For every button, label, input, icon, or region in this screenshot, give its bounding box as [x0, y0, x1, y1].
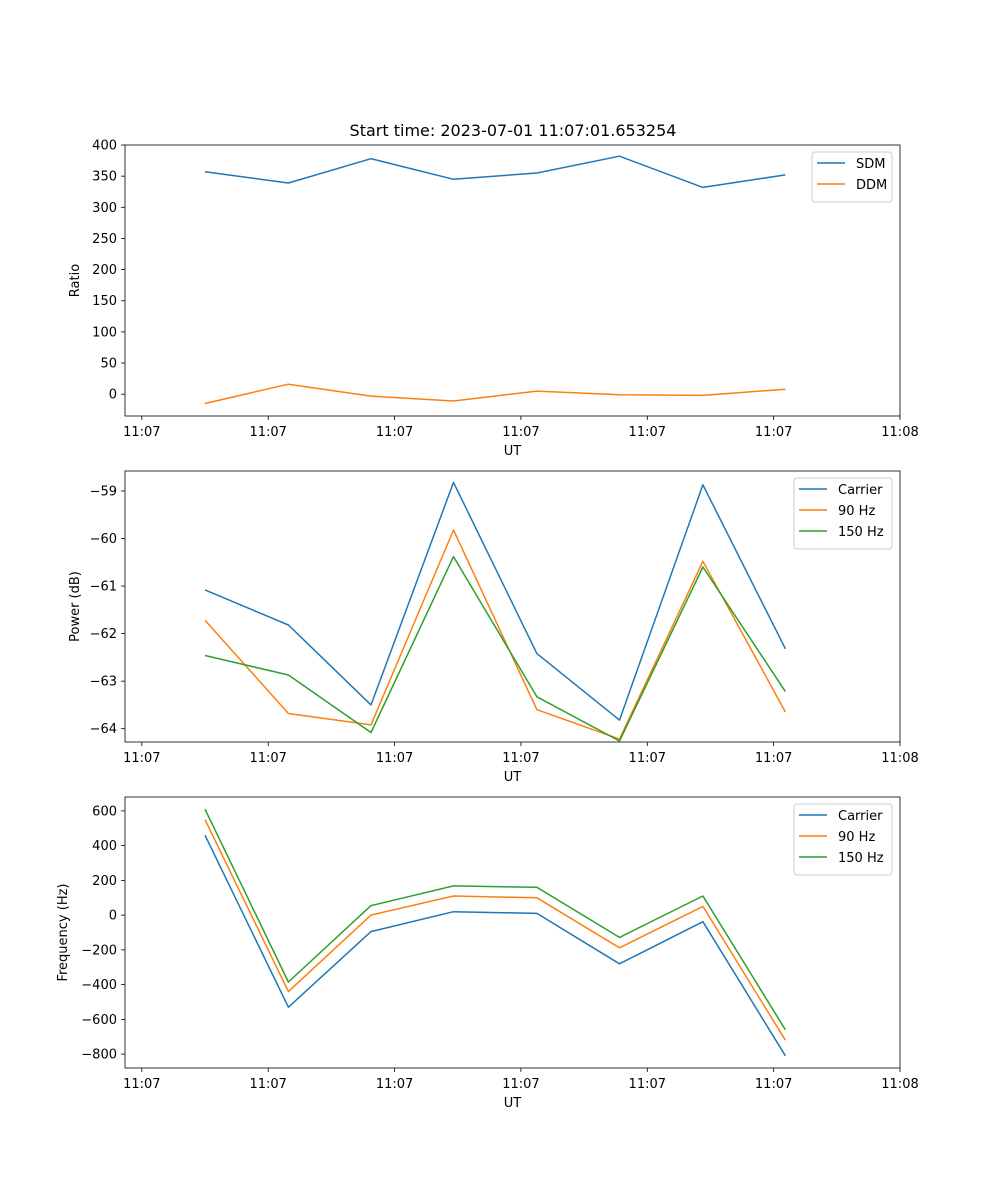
chart-1-legend-box: [811, 151, 893, 203]
chart-3-series-carrier-line: [204, 834, 787, 1057]
chart-3-y-tick-label: 600: [92, 804, 117, 819]
chart-3-series-150-hz-line: [204, 808, 787, 1031]
chart-2-x-tick-label: 11:07: [376, 751, 413, 766]
chart-3-legend: Carrier 90 Hz 150 Hz: [793, 803, 893, 876]
chart-1-x-tick-label: 11:07: [755, 425, 792, 440]
chart-1-x-tick-label: 11:08: [881, 425, 918, 440]
chart-1-x-tick-label: 11:07: [249, 425, 286, 440]
chart-3-y-tick-label: 200: [92, 874, 117, 889]
chart-1-y-tick-label: 400: [92, 139, 117, 154]
chart-1-y-tick-label: 250: [92, 232, 117, 247]
chart-2-x-tick-label: 11:07: [755, 751, 792, 766]
chart-2-y-tick-label: −61: [90, 580, 117, 595]
chart-3-y-tick-label: −200: [81, 943, 117, 958]
chart-1-legend: SDM DDM: [811, 151, 893, 203]
chart-2-x-tick-label: 11:07: [249, 751, 286, 766]
chart-3-x-tick-label: 11:07: [502, 1077, 539, 1092]
chart-2-legend-label-90-hz: 90 Hz: [838, 504, 875, 519]
chart-2-legend-label-carrier: Carrier: [838, 483, 883, 498]
chart-3-x-tick-label: 11:08: [881, 1077, 918, 1092]
chart-1-x-tick-label: 11:07: [502, 425, 539, 440]
chart-1-y-tick-label: 100: [92, 325, 117, 340]
chart-2-axes-frame: [124, 470, 901, 743]
chart-3-y-axis-label: Frequency (Hz): [56, 883, 71, 981]
chart-3-x-tick-label: 11:07: [123, 1077, 160, 1092]
figure-title: Start time: 2023-07-01 11:07:01.653254: [350, 121, 677, 140]
chart-3-x-tick-label: 11:07: [755, 1077, 792, 1092]
chart-2-x-tick-label: 11:07: [629, 751, 666, 766]
chart-1-x-tick-label: 11:07: [629, 425, 666, 440]
chart-1-series-sdm-line: [204, 155, 786, 189]
chart-2-x-axis-label: UT: [504, 770, 522, 785]
chart-1-y-tick-label: 50: [100, 357, 117, 372]
power-chart: 11:07 11:07 11:07 11:07 11:07 11:07 11:08 −64 −6…: [68, 470, 919, 785]
chart-2-series-90-hz-line: [204, 529, 787, 740]
chart-3-x-axis-label: UT: [504, 1096, 522, 1111]
chart-2-legend-label-150-hz: 150 Hz: [838, 525, 884, 540]
chart-3-y-tick-label: −400: [81, 978, 117, 993]
chart-2-y-tick-label: −62: [90, 627, 117, 642]
chart-2-legend: Carrier 90 Hz 150 Hz: [793, 477, 893, 550]
chart-3-y-tick-label: −800: [81, 1048, 117, 1063]
chart-3-y-tick-label: 0: [109, 909, 117, 924]
chart-1-series-ddm-line: [204, 383, 786, 405]
chart-2-series-150-hz-line: [204, 555, 787, 742]
ratio-chart: 11:07 11:07 11:07 11:07 11:07 11:07 11:08 0 50 10…: [68, 139, 919, 460]
chart-2-x-tick-label: 11:07: [123, 751, 160, 766]
chart-1-x-axis-label: UT: [504, 444, 522, 459]
chart-1-x-tick-label: 11:07: [123, 425, 160, 440]
chart-1-legend-label-sdm: SDM: [856, 157, 885, 172]
chart-2-y-tick-label: −60: [90, 532, 117, 547]
chart-1-y-tick-label: 300: [92, 201, 117, 216]
chart-2-x-tick-label: 11:07: [502, 751, 539, 766]
chart-1-y-tick-label: 350: [92, 170, 117, 185]
chart-2-y-tick-label: −64: [90, 722, 117, 737]
chart-1-y-tick-label: 150: [92, 294, 117, 309]
chart-3-y-tick-label: −600: [81, 1013, 117, 1028]
chart-1-y-tick-label: 200: [92, 263, 117, 278]
chart-2-series-carrier-line: [204, 481, 787, 721]
chart-3-axes-frame: [124, 796, 901, 1069]
chart-3-x-tick-label: 11:07: [376, 1077, 413, 1092]
chart-3-y-tick-label: 400: [92, 839, 117, 854]
chart-3-legend-label-90-hz: 90 Hz: [838, 830, 875, 845]
chart-1-axes-frame: [124, 144, 901, 417]
chart-3-x-tick-label: 11:07: [629, 1077, 666, 1092]
chart-3-legend-label-carrier: Carrier: [838, 809, 883, 824]
chart-3-legend-label-150-hz: 150 Hz: [838, 851, 884, 866]
chart-2-x-tick-label: 11:08: [881, 751, 918, 766]
frequency-chart: 11:07 11:07 11:07 11:07 11:07 11:07 11:08 −800 −…: [56, 796, 919, 1111]
chart-2-y-tick-label: −63: [90, 675, 117, 690]
chart-1-y-axis-label: Ratio: [68, 264, 83, 297]
chart-1-legend-label-ddm: DDM: [856, 178, 887, 193]
chart-1-x-tick-label: 11:07: [376, 425, 413, 440]
chart-2-y-axis-label: Power (dB): [68, 571, 83, 642]
chart-3-x-tick-label: 11:07: [249, 1077, 286, 1092]
chart-3-series-90-hz-line: [204, 819, 787, 1041]
chart-1-y-tick-label: 0: [109, 388, 117, 403]
chart-2-y-tick-label: −59: [90, 484, 117, 499]
